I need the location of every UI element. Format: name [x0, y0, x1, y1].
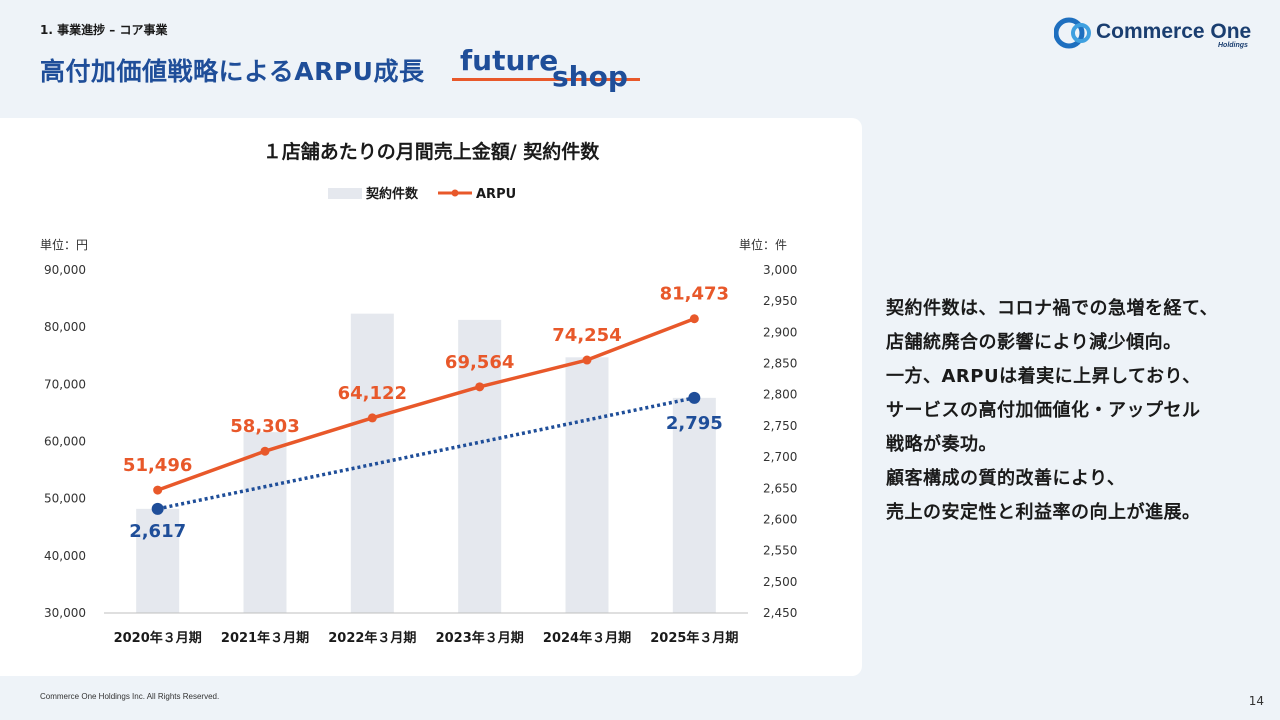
logo-word-future: future	[460, 44, 559, 77]
left-tick-label: 80,000	[44, 320, 86, 334]
right-tick-label: 2,950	[763, 294, 797, 308]
commentary-line: 一方、ARPUは着実に上昇しており、	[886, 366, 1201, 387]
trend-label-end: 2,795	[666, 413, 723, 434]
right-tick-label: 2,700	[763, 450, 797, 464]
trend-point-start	[151, 502, 164, 515]
chart-title: １店舗あたりの月間売上金額/ 契約件数	[262, 141, 600, 163]
commerce-one-logo: Commerce One Holdings	[1053, 16, 1264, 52]
arpu-point	[582, 355, 592, 365]
left-tick-label: 90,000	[44, 263, 86, 277]
commentary-line: 顧客構成の質的改善により、	[886, 468, 1126, 489]
arpu-data-label: 81,473	[660, 284, 729, 305]
right-tick-label: 2,650	[763, 481, 797, 495]
right-axis-unit: 単位：件	[739, 238, 788, 252]
legend-label-bar: 契約件数	[365, 186, 419, 202]
trend-line	[157, 396, 695, 511]
legend-swatch-dot	[451, 189, 459, 197]
logo-word-shop: shop	[552, 60, 628, 93]
left-tick-label: 70,000	[44, 377, 86, 391]
bar	[672, 397, 716, 613]
arpu-line	[157, 317, 695, 492]
commentary-text: 契約件数は、コロナ禍での急増を経て、 店舗統廃合の影響により減少傾向。 一方、ARP…	[886, 292, 1266, 530]
commentary-line: 売上の安定性と利益率の向上が進展。	[886, 502, 1201, 523]
futureshop-logo: future shop	[452, 44, 652, 96]
bar	[136, 508, 180, 613]
right-tick-label: 2,900	[763, 325, 797, 339]
category-label: 2022年３月期	[328, 630, 416, 646]
right-tick-label: 2,750	[763, 419, 797, 433]
commentary-line: 契約件数は、コロナ禍での急増を経て、	[886, 298, 1219, 319]
right-tick-label: 2,500	[763, 575, 797, 589]
right-tick-label: 2,550	[763, 544, 797, 558]
page-number: 14	[1248, 694, 1264, 708]
category-label: 2024年３月期	[543, 630, 631, 646]
left-tick-label: 50,000	[44, 492, 86, 506]
right-tick-label: 2,600	[763, 512, 797, 526]
category-label: 2025年３月期	[650, 630, 738, 646]
arpu-data-label: 69,564	[445, 352, 514, 373]
legend-label-line: ARPU	[476, 187, 516, 202]
right-tick-label: 2,800	[763, 388, 797, 402]
company-name: Commerce One	[1096, 20, 1252, 43]
arpu-data-label: 64,122	[338, 383, 407, 404]
commentary-line: サービスの高付加価値化・アップセル	[886, 400, 1201, 421]
bar	[458, 319, 502, 613]
trend-point-end	[688, 391, 701, 404]
left-tick-label: 60,000	[44, 435, 86, 449]
category-label: 2023年３月期	[436, 630, 524, 646]
arpu-data-label: 58,303	[230, 416, 299, 437]
commerce-one-mark-icon	[1053, 17, 1091, 49]
commentary-line: 戦略が奏功。	[886, 434, 997, 455]
commentary-line: 店舗統廃合の影響により減少傾向。	[886, 332, 1182, 353]
left-tick-label: 40,000	[44, 549, 86, 563]
category-label: 2020年３月期	[114, 630, 202, 646]
chart-svg: 契約件数 ARPU 90,000 80,000 70,000 60,000 50,000 40…	[44, 186, 797, 646]
legend-swatch-bar	[328, 188, 362, 199]
arpu-point	[367, 413, 377, 423]
arpu-data-label: 74,254	[552, 325, 621, 346]
company-sub: Holdings	[1218, 42, 1248, 49]
category-label: 2021年３月期	[221, 630, 309, 646]
bar	[350, 313, 394, 613]
arpu-data-label: 51,496	[123, 455, 192, 476]
bar	[243, 432, 287, 613]
bar	[565, 357, 609, 613]
chart-card: １店舗あたりの月間売上金額/ 契約件数 単位：円 単位：件 契約件数 ARPU 90…	[0, 118, 862, 676]
right-tick-label: 2,850	[763, 357, 797, 371]
right-tick-label: 2,450	[763, 606, 797, 620]
section-label: 1. 事業進捗 – コア事業	[40, 23, 168, 37]
arpu-point	[689, 314, 699, 324]
page-title: 高付加価値戦略によるARPU成長	[40, 57, 425, 86]
logo-underline	[452, 78, 640, 81]
left-axis-unit: 単位：円	[40, 238, 89, 252]
left-tick-label: 30,000	[44, 606, 86, 620]
arpu-point	[475, 382, 485, 392]
trend-label-start: 2,617	[129, 521, 186, 542]
copyright: Commerce One Holdings Inc. All Rights Re…	[40, 692, 220, 701]
arpu-point	[153, 485, 163, 495]
right-tick-label: 3,000	[763, 263, 797, 277]
arpu-point	[260, 446, 270, 456]
